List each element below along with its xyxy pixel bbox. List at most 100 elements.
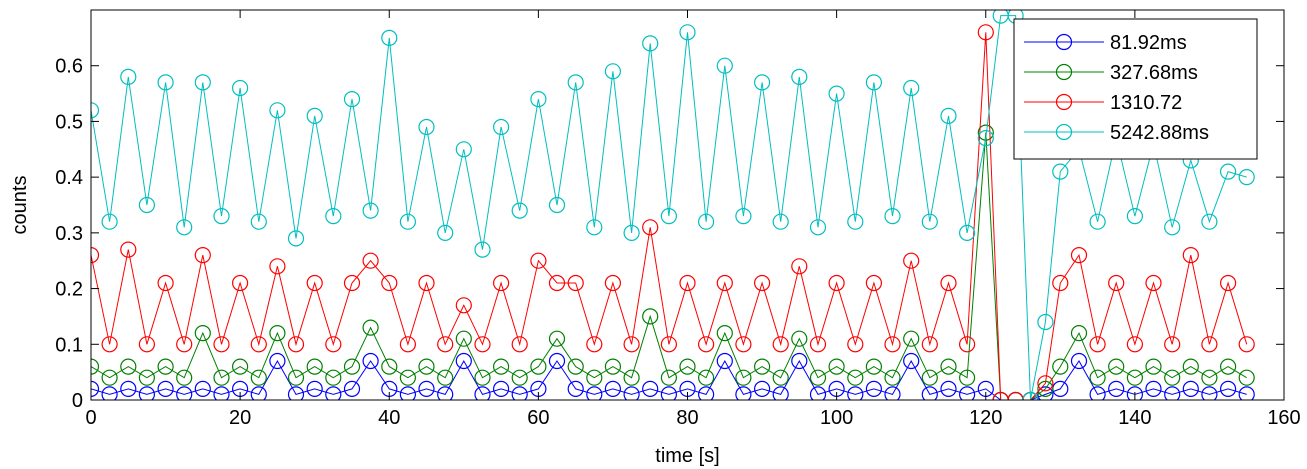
data-point (884, 386, 901, 400)
data-point (176, 219, 193, 236)
data-point (213, 386, 230, 400)
data-point (903, 352, 920, 370)
plot-frame (90, 9, 1285, 401)
series-line (91, 32, 1248, 400)
data-point (1219, 380, 1237, 397)
data-point (343, 90, 361, 108)
legend: 81.92ms 327.68ms 1310.72 5242.88ms (1013, 18, 1258, 160)
data-point (642, 219, 659, 236)
data-point (567, 358, 584, 375)
data-point (548, 330, 566, 347)
data-point (548, 196, 566, 214)
data-point (940, 358, 957, 375)
data-point (1089, 369, 1106, 386)
y-tick-label: 0.3 (55, 223, 83, 245)
data-point (194, 247, 211, 264)
data-point (138, 386, 155, 400)
data-point (604, 63, 622, 80)
data-point (157, 274, 174, 292)
data-point (1070, 325, 1088, 342)
x-tick-label: 20 (229, 407, 251, 429)
data-point (753, 274, 771, 292)
legend-marker (1055, 33, 1073, 51)
data-point (1145, 358, 1162, 375)
data-point (1070, 247, 1088, 264)
data-point (511, 369, 528, 386)
data-point (735, 386, 752, 400)
data-point (120, 241, 137, 258)
x-axis-label: time [s] (655, 445, 719, 467)
data-point (213, 369, 230, 386)
data-point (772, 336, 789, 353)
data-point (138, 369, 155, 386)
data-point (1164, 336, 1181, 353)
data-point (1164, 386, 1181, 400)
y-axis-label: counts (9, 176, 31, 235)
axis-layer: 0 20 40 60 80 100 120 140 160 0 0.1 0.2 0.3 0.4 0.5 0.6 (55, 10, 1301, 429)
data-point (1238, 169, 1255, 186)
data-point (921, 369, 938, 386)
data-point (642, 35, 659, 52)
data-point (1201, 386, 1218, 400)
data-point (437, 224, 454, 241)
data-point (269, 102, 286, 119)
data-point (474, 336, 491, 353)
data-point (325, 369, 342, 386)
data-point (828, 274, 845, 292)
data-point (530, 90, 547, 108)
data-point (269, 325, 286, 342)
data-point (511, 202, 528, 219)
data-point (1219, 274, 1237, 292)
data-point (847, 386, 864, 400)
data-point (287, 369, 305, 386)
data-point (232, 274, 249, 292)
data-point (716, 325, 733, 342)
data-point (623, 369, 640, 386)
data-point (1108, 380, 1125, 397)
data-point (921, 213, 938, 230)
data-point (604, 358, 622, 375)
data-point (977, 130, 994, 147)
data-point (474, 386, 491, 400)
data-point (1126, 369, 1144, 386)
data-point (306, 358, 323, 375)
data-point (865, 74, 883, 91)
data-point (399, 213, 416, 230)
data-point (101, 336, 118, 353)
data-point (455, 330, 472, 347)
data-point (660, 336, 678, 353)
data-point (1219, 358, 1237, 375)
series-1 (91, 352, 1255, 400)
data-point (437, 336, 454, 353)
data-point (381, 274, 398, 292)
data-point (250, 213, 267, 230)
data-point (958, 336, 976, 353)
data-point (232, 358, 249, 375)
data-point (679, 24, 696, 41)
data-point (362, 352, 379, 370)
legend-marker (1055, 63, 1073, 81)
data-point (660, 386, 677, 400)
data-point (437, 386, 454, 400)
x-tick-label: 160 (1267, 407, 1300, 429)
data-point (493, 274, 510, 292)
data-point (660, 369, 678, 386)
data-point (1089, 386, 1106, 400)
data-point (399, 369, 416, 386)
data-point (306, 107, 323, 125)
data-point (362, 202, 379, 219)
data-point (791, 352, 808, 370)
legend-label: 1310.72 (1110, 92, 1182, 114)
data-point (1201, 369, 1218, 386)
data-point (1145, 380, 1162, 397)
data-point (194, 74, 211, 91)
data-point (567, 274, 584, 292)
data-point (716, 352, 733, 370)
x-tick-label: 80 (676, 407, 698, 429)
data-point (623, 386, 640, 400)
data-point (735, 336, 752, 353)
y-tick-label: 0.1 (55, 334, 83, 356)
y-tick-label: 0.6 (55, 56, 83, 78)
